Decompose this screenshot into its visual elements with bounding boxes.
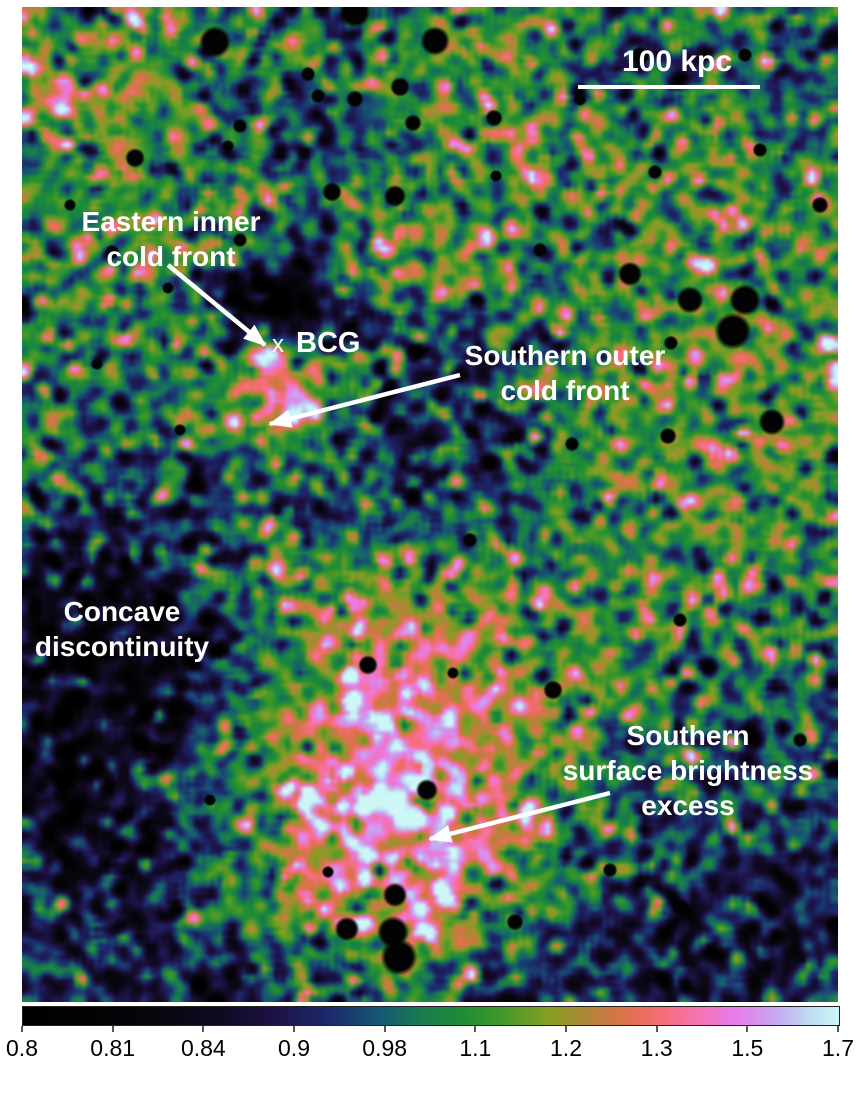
colorbar-tick [655,1026,658,1032]
colorbar-tick-label: 1.2 [550,1035,582,1061]
bcg-annotation: x BCG [272,327,360,360]
colorbar-tick [21,1026,23,1032]
annotation-line: surface brightness [562,755,814,786]
annotation-line: Eastern inner [81,206,261,237]
heatmap-canvas [22,7,838,1002]
annotation-southern-outer-cold-front: Southern outer cold front [465,338,666,408]
colorbar-tick-label: 1.5 [731,1035,764,1061]
annotation-southern-surface-brightness-excess: Southern surface brightness excess [563,718,814,823]
cluster-residual-map: 100 kpc x BCG Eastern inner cold front Sou… [22,7,838,1002]
colorbar-tick [837,1026,839,1032]
colorbar-tick [474,1026,477,1032]
colorbar-tick-label: 0.84 [180,1035,226,1061]
annotation-line: Southern [626,720,750,751]
colorbar-tick-label: 0.8 [6,1035,38,1061]
colorbar-tick-label: 1.1 [459,1035,492,1061]
bcg-x-marker: x [272,331,284,358]
colorbar-tick [565,1026,567,1032]
annotation-line: discontinuity [34,631,210,662]
colorbar-tick-label: 0.81 [90,1035,136,1061]
annotation-line: cold front [500,375,630,406]
colorbar-tick [746,1026,749,1032]
colorbar-tick [111,1026,114,1032]
scale-bar-label: 100 kpc [621,45,733,78]
annotation-eastern-inner-cold-front: Eastern inner cold front [82,204,261,274]
bcg-label: BCG [296,327,361,359]
colorbar-tick [383,1026,386,1032]
colorbar-tick-label: 0.9 [278,1035,310,1061]
colorbar-tick-label: 1.7 [822,1035,854,1061]
annotation-line: cold front [106,241,236,272]
colorbar-tick [293,1026,295,1032]
annotation-line: Southern outer [464,340,666,371]
colorbar-tick [202,1026,205,1032]
annotation-line: excess [641,790,735,821]
colorbar-tick-label: 1.3 [640,1035,673,1061]
annotation-concave-discontinuity: Concave discontinuity [35,594,209,664]
colorbar-tick-label: 0.98 [362,1035,408,1061]
annotation-line: Concave [63,596,181,627]
colorbar [22,1006,840,1026]
